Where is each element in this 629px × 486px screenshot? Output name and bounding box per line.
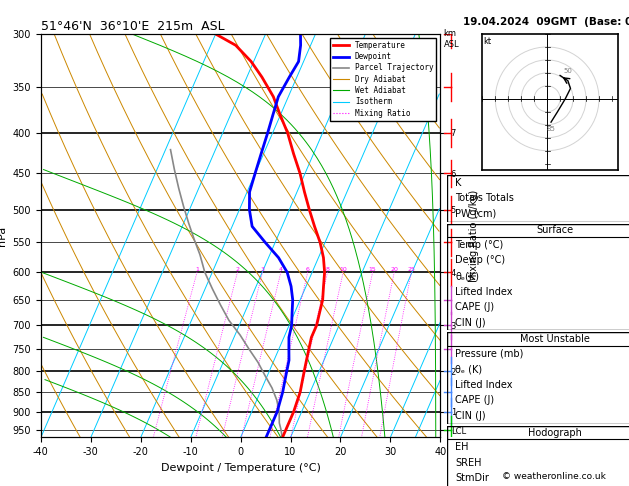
Legend: Temperature, Dewpoint, Parcel Trajectory, Dry Adiabat, Wet Adiabat, Isotherm, Mi: Temperature, Dewpoint, Parcel Trajectory… [330,38,437,121]
Text: 51°46'N  36°10'E  215m  ASL: 51°46'N 36°10'E 215m ASL [41,20,225,33]
Text: Pressure (mb): Pressure (mb) [455,349,524,359]
Text: K: K [455,178,462,188]
X-axis label: Dewpoint / Temperature (°C): Dewpoint / Temperature (°C) [160,463,321,473]
Text: 8: 8 [326,267,330,272]
Text: 3: 3 [260,267,264,272]
Text: 19.04.2024  09GMT  (Base: 06): 19.04.2024 09GMT (Base: 06) [463,17,629,27]
Text: Dewp (°C): Dewp (°C) [455,256,505,265]
Text: 85: 85 [547,126,555,132]
Text: EH: EH [455,442,469,452]
Text: θₑ(K): θₑ(K) [455,271,479,281]
Text: 10: 10 [339,267,347,272]
Text: 15: 15 [369,267,377,272]
Text: 6: 6 [306,267,309,272]
Text: CIN (J): CIN (J) [455,411,486,421]
Text: Lifted Index: Lifted Index [455,287,513,296]
Text: 4: 4 [279,267,283,272]
Text: PW (cm): PW (cm) [455,209,496,219]
Text: 25: 25 [408,267,415,272]
Text: CAPE (J): CAPE (J) [455,396,494,405]
Text: Temp (°C): Temp (°C) [455,240,504,250]
Text: Lifted Index: Lifted Index [455,380,513,390]
Text: θₑ (K): θₑ (K) [455,364,482,374]
Bar [447,224,629,237]
Text: Surface: Surface [537,226,574,235]
Text: 2: 2 [235,267,240,272]
Text: km
ASL: km ASL [443,29,459,49]
Text: kt: kt [484,37,492,46]
Y-axis label: Mixing Ratio (g/kg): Mixing Ratio (g/kg) [469,190,479,282]
Text: CIN (J): CIN (J) [455,318,486,328]
Text: 1: 1 [195,267,199,272]
Bar [447,332,629,346]
Text: 20: 20 [390,267,398,272]
Text: CAPE (J): CAPE (J) [455,302,494,312]
Bar [447,426,629,439]
Text: 50: 50 [564,68,572,74]
Y-axis label: hPa: hPa [0,226,7,246]
Text: Totals Totals: Totals Totals [455,193,514,203]
Text: © weatheronline.co.uk: © weatheronline.co.uk [501,472,606,481]
Text: Hodograph: Hodograph [528,428,582,437]
Text: Most Unstable: Most Unstable [520,334,590,344]
Text: SREH: SREH [455,458,482,468]
Text: StmDir: StmDir [455,473,489,483]
